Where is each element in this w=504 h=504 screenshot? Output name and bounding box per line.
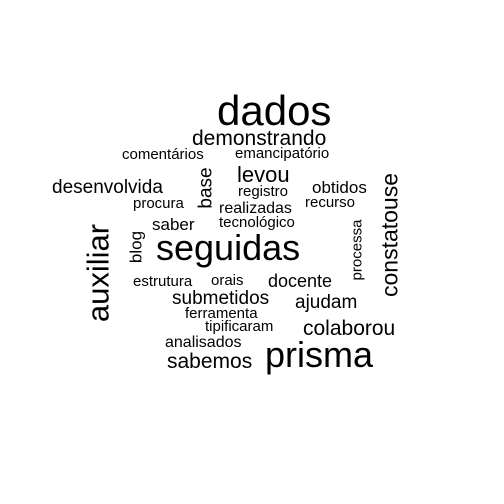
word-levou: levou xyxy=(237,162,290,187)
word-desenvolvida: desenvolvida xyxy=(52,177,163,198)
word-ferramenta: ferramenta xyxy=(185,305,258,322)
word-sabemos: sabemos xyxy=(167,350,253,373)
word-analisados: analisados xyxy=(165,334,242,351)
word-base: base xyxy=(195,167,217,209)
word-processa: processa xyxy=(348,219,366,281)
word-registro: registro xyxy=(238,183,289,200)
word-orais: orais xyxy=(211,272,244,289)
word-tipificaram: tipificaram xyxy=(205,318,274,335)
word-comentarios: comentários xyxy=(122,146,204,163)
word-prisma: prisma xyxy=(265,334,374,375)
word-dados: dados xyxy=(217,87,332,134)
word-realizadas: realizadas xyxy=(219,200,292,217)
word-ajudam: ajudam xyxy=(295,292,358,313)
word-auxiliar: auxiliar xyxy=(80,223,116,323)
word-blog: blog xyxy=(126,230,146,264)
word-constatouse: constatouse xyxy=(376,172,403,298)
word-recurso: recurso xyxy=(305,194,356,211)
word-seguidas: seguidas xyxy=(156,227,301,268)
word-demonstrando: demonstrando xyxy=(192,127,327,150)
word-submetidos: submetidos xyxy=(172,288,270,309)
word-docente: docente xyxy=(268,271,333,291)
word-emancipatorio: emancipatório xyxy=(235,145,330,162)
word-estrutura: estrutura xyxy=(133,273,193,290)
word-colaborou: colaborou xyxy=(303,317,396,340)
word-tecnologico: tecnológico xyxy=(219,214,295,231)
word-procura: procura xyxy=(133,195,184,212)
word-saber: saber xyxy=(152,215,195,234)
word-obtidos: obtidos xyxy=(312,178,367,197)
